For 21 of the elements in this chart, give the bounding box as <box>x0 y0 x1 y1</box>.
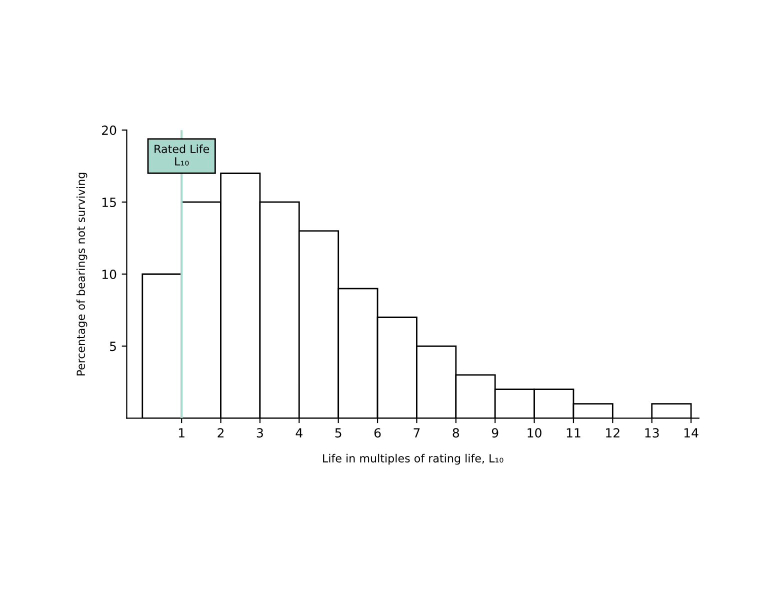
y-tick-label: 20 <box>102 126 116 136</box>
x-tick-label: 2 <box>218 428 224 438</box>
y-axis-title: Percentage of bearings not surviving <box>76 172 88 376</box>
x-tick-label: 8 <box>452 428 460 438</box>
x-tick-label: 3 <box>256 428 263 438</box>
x-tick-label: 11 <box>566 428 580 438</box>
x-tick-label: 9 <box>492 428 498 438</box>
x-tick-label: 13 <box>645 428 659 438</box>
x-tick-label: 6 <box>374 428 381 438</box>
x-tick-label: 5 <box>335 428 342 438</box>
y-tick-label: 5 <box>110 342 116 352</box>
y-tick-label: 15 <box>102 198 116 208</box>
x-tick-label: 10 <box>528 428 542 438</box>
ref-line-label: Rated Life L₁₀ <box>154 144 210 166</box>
x-tick-label: 14 <box>684 428 698 438</box>
x-tick-label: 12 <box>606 428 620 438</box>
x-tick-label: 4 <box>296 428 302 438</box>
y-tick-label: 10 <box>102 270 116 280</box>
x-axis-title: Life in multiples of rating life, L₁₀ <box>323 454 504 465</box>
x-tick-label: 1 <box>178 428 184 438</box>
x-tick-label: 7 <box>414 428 420 438</box>
